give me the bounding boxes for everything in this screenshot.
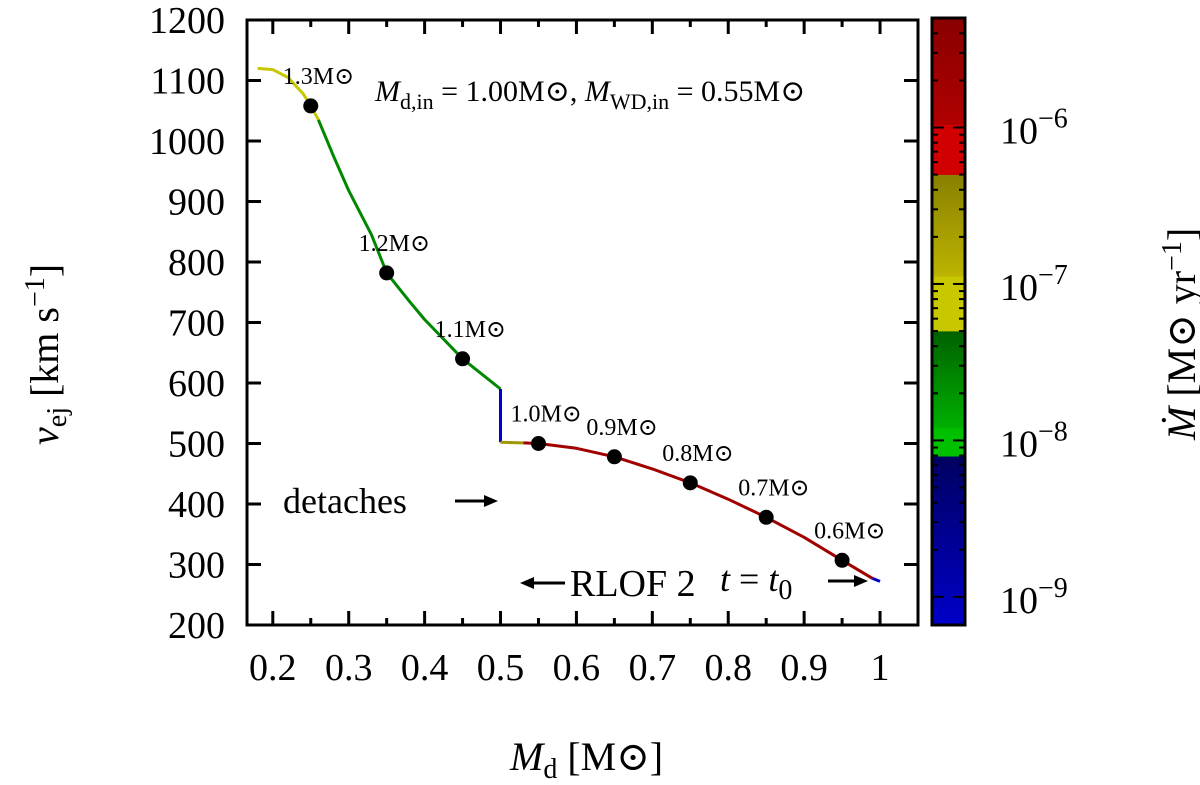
t0-arrowhead [854,575,868,587]
x-tick-label: 1 [871,647,890,689]
params-annotation: Md,in = 1.00M⊙, MWD,in = 0.55M⊙ [374,75,805,114]
colorbar-band [932,276,965,332]
x-tick-label: 0.9 [780,647,828,689]
data-point [758,509,774,525]
x-axis-label: Md [M⊙] [509,734,663,785]
colorbar-ticks: 10−910−810−710−6 [932,17,1068,622]
x-tick-label: 0.5 [477,647,525,689]
colorbar-tick-label: 10−9 [1000,573,1068,622]
tick-base: 10 [1000,580,1038,622]
rlof-annotation: RLOF 2 [520,563,696,605]
rlof-label: RLOF 2 [570,563,696,605]
colorbar-band [932,456,965,626]
curve-olive-segment [500,440,524,445]
data-point [530,436,546,451]
data-point [606,449,622,465]
tick-base: 10 [1000,423,1038,465]
tick-exponent: −9 [1038,573,1068,604]
x-tick-label: 0.8 [704,647,752,689]
t0-label: t = t0 [720,559,792,606]
point-label: 0.7M⊙ [738,475,809,501]
y-tick-label: 1000 [149,121,225,163]
y-tick-label: 300 [168,545,225,587]
point-label: 0.6M⊙ [814,518,885,544]
point-label: 0.9M⊙ [586,415,657,441]
x-tick-label: 0.4 [401,647,449,689]
x-tick-label: 0.3 [325,647,373,689]
point-label: 1.3M⊙ [283,64,354,90]
x-tick-label: 0.7 [629,647,677,689]
y-tick-label: 600 [168,363,225,405]
y-tick-label: 200 [168,605,225,647]
colorbar-tick-label: 10−8 [1000,416,1068,465]
y-tick-label: 800 [168,242,225,284]
y-tick-label: 1100 [150,61,225,103]
curve-end-segment [871,577,881,583]
point-label: 1.2M⊙ [359,231,430,257]
tick-exponent: −6 [1038,104,1068,135]
data-point [682,475,698,491]
x-tick-label: 0.2 [249,647,297,689]
tick-exponent: −7 [1038,260,1068,291]
y-axis-label: vej [km s−1] [20,264,73,445]
x-axis: 0.2 0.3 0.4 0.5 0.6 0.7 0.8 0.9 1 [249,20,890,689]
detaches-annotation: detaches [283,481,498,521]
colorbar-band [932,427,965,457]
data-point [379,265,395,281]
x-tick-label: 0.6 [553,647,601,689]
data-point [834,552,850,568]
tick-base: 10 [1000,267,1038,309]
colorbar-label: Ṁ [M⊙ yr−1] [1157,228,1200,441]
colorbar-band [932,174,965,277]
colorbar-tick-label: 10−6 [1000,104,1068,153]
point-label: 0.8M⊙ [662,441,733,467]
data-point [455,351,471,367]
y-tick-label: 900 [168,182,225,224]
colorbar-tick-label: 10−7 [1000,260,1068,309]
tick-base: 10 [1000,111,1038,153]
y-tick-label: 500 [168,424,225,466]
detaches-arrowhead [484,495,498,507]
point-label: 1.1M⊙ [435,317,506,343]
tick-exponent: −8 [1038,416,1068,447]
markers: 1.3M⊙ 1.2M⊙ 1.1M⊙ 1.0M⊙0.9M⊙0.8M⊙0.7M⊙0.6M⊙ [283,64,886,568]
y-axis: 200 300 400 500 600 700 800 900 1000 1100 1200 [149,0,918,647]
t0-annotation: t = t0 [720,559,868,606]
y-tick-label: 1200 [149,0,225,42]
point-label: 1.0M⊙ [510,402,581,428]
colorbar-band [932,18,965,125]
colorbar-frame [930,16,967,627]
colorbar [932,18,965,626]
y-tick-label: 400 [168,484,225,526]
colorbar-band [932,124,965,175]
data-point [303,98,319,114]
rlof-arrowhead [520,577,534,589]
detaches-label: detaches [283,481,407,521]
y-tick-label: 700 [168,303,225,345]
